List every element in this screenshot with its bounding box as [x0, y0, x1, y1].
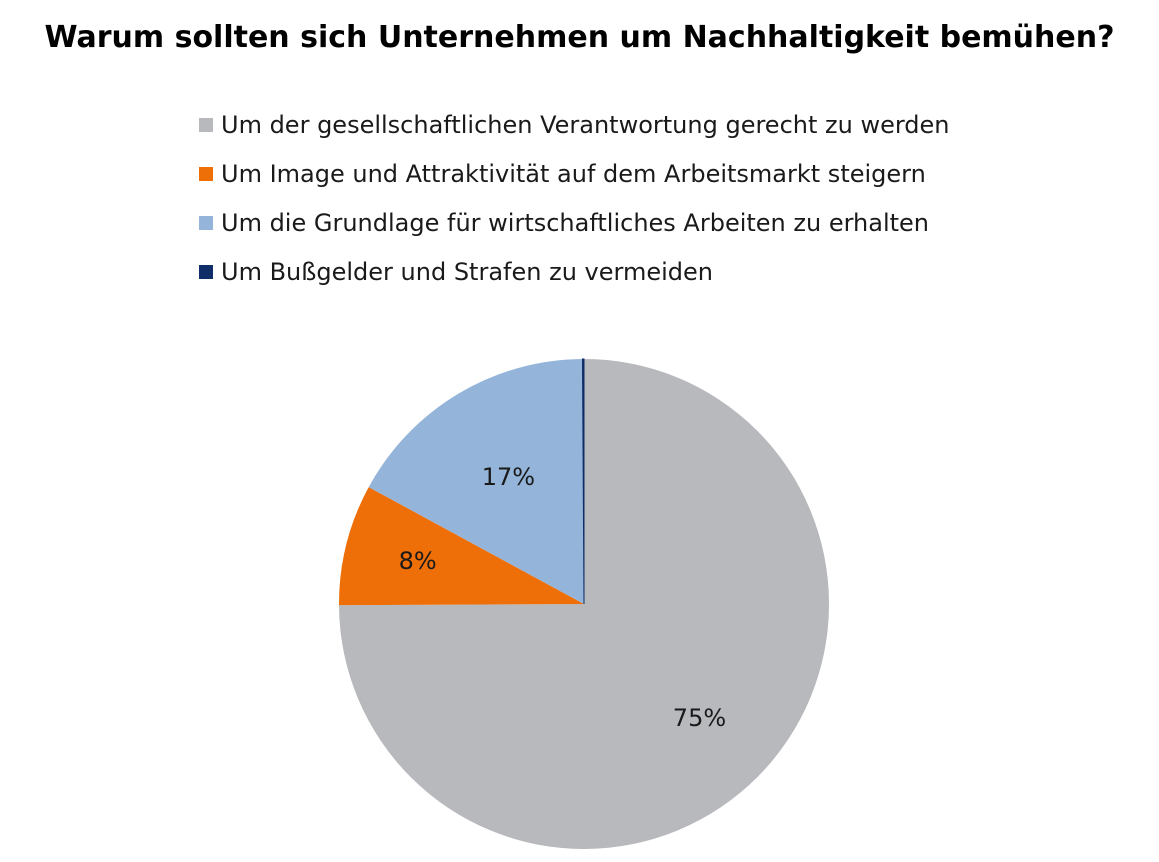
legend-swatch	[199, 117, 213, 132]
legend-label: Um Image und Attraktivität auf dem Arbei…	[221, 159, 926, 188]
slice-label: 8%	[399, 547, 437, 575]
chart-legend: Um der gesellschaftlichen Verantwortung …	[199, 100, 950, 296]
chart-title: Warum sollten sich Unternehmen um Nachha…	[44, 20, 1115, 55]
legend-item: Um Image und Attraktivität auf dem Arbei…	[199, 149, 950, 198]
legend-label: Um die Grundlage für wirtschaftliches Ar…	[221, 208, 930, 237]
legend-item: Um der gesellschaftlichen Verantwortung …	[199, 100, 950, 149]
legend-swatch	[199, 166, 213, 181]
legend-swatch	[199, 264, 213, 279]
legend-item: Um die Grundlage für wirtschaftliches Ar…	[199, 198, 950, 247]
slice-label: 17%	[482, 463, 535, 491]
legend-item: Um Bußgelder und Strafen zu vermeiden	[199, 247, 950, 296]
legend-label: Um Bußgelder und Strafen zu vermeiden	[221, 257, 713, 286]
legend-label: Um der gesellschaftlichen Verantwortung …	[221, 110, 950, 139]
slice-label: 75%	[673, 704, 726, 732]
pie-slice	[339, 487, 584, 606]
pie-slice	[581, 358, 585, 605]
pie-slice	[368, 359, 584, 604]
legend-swatch	[199, 215, 213, 230]
